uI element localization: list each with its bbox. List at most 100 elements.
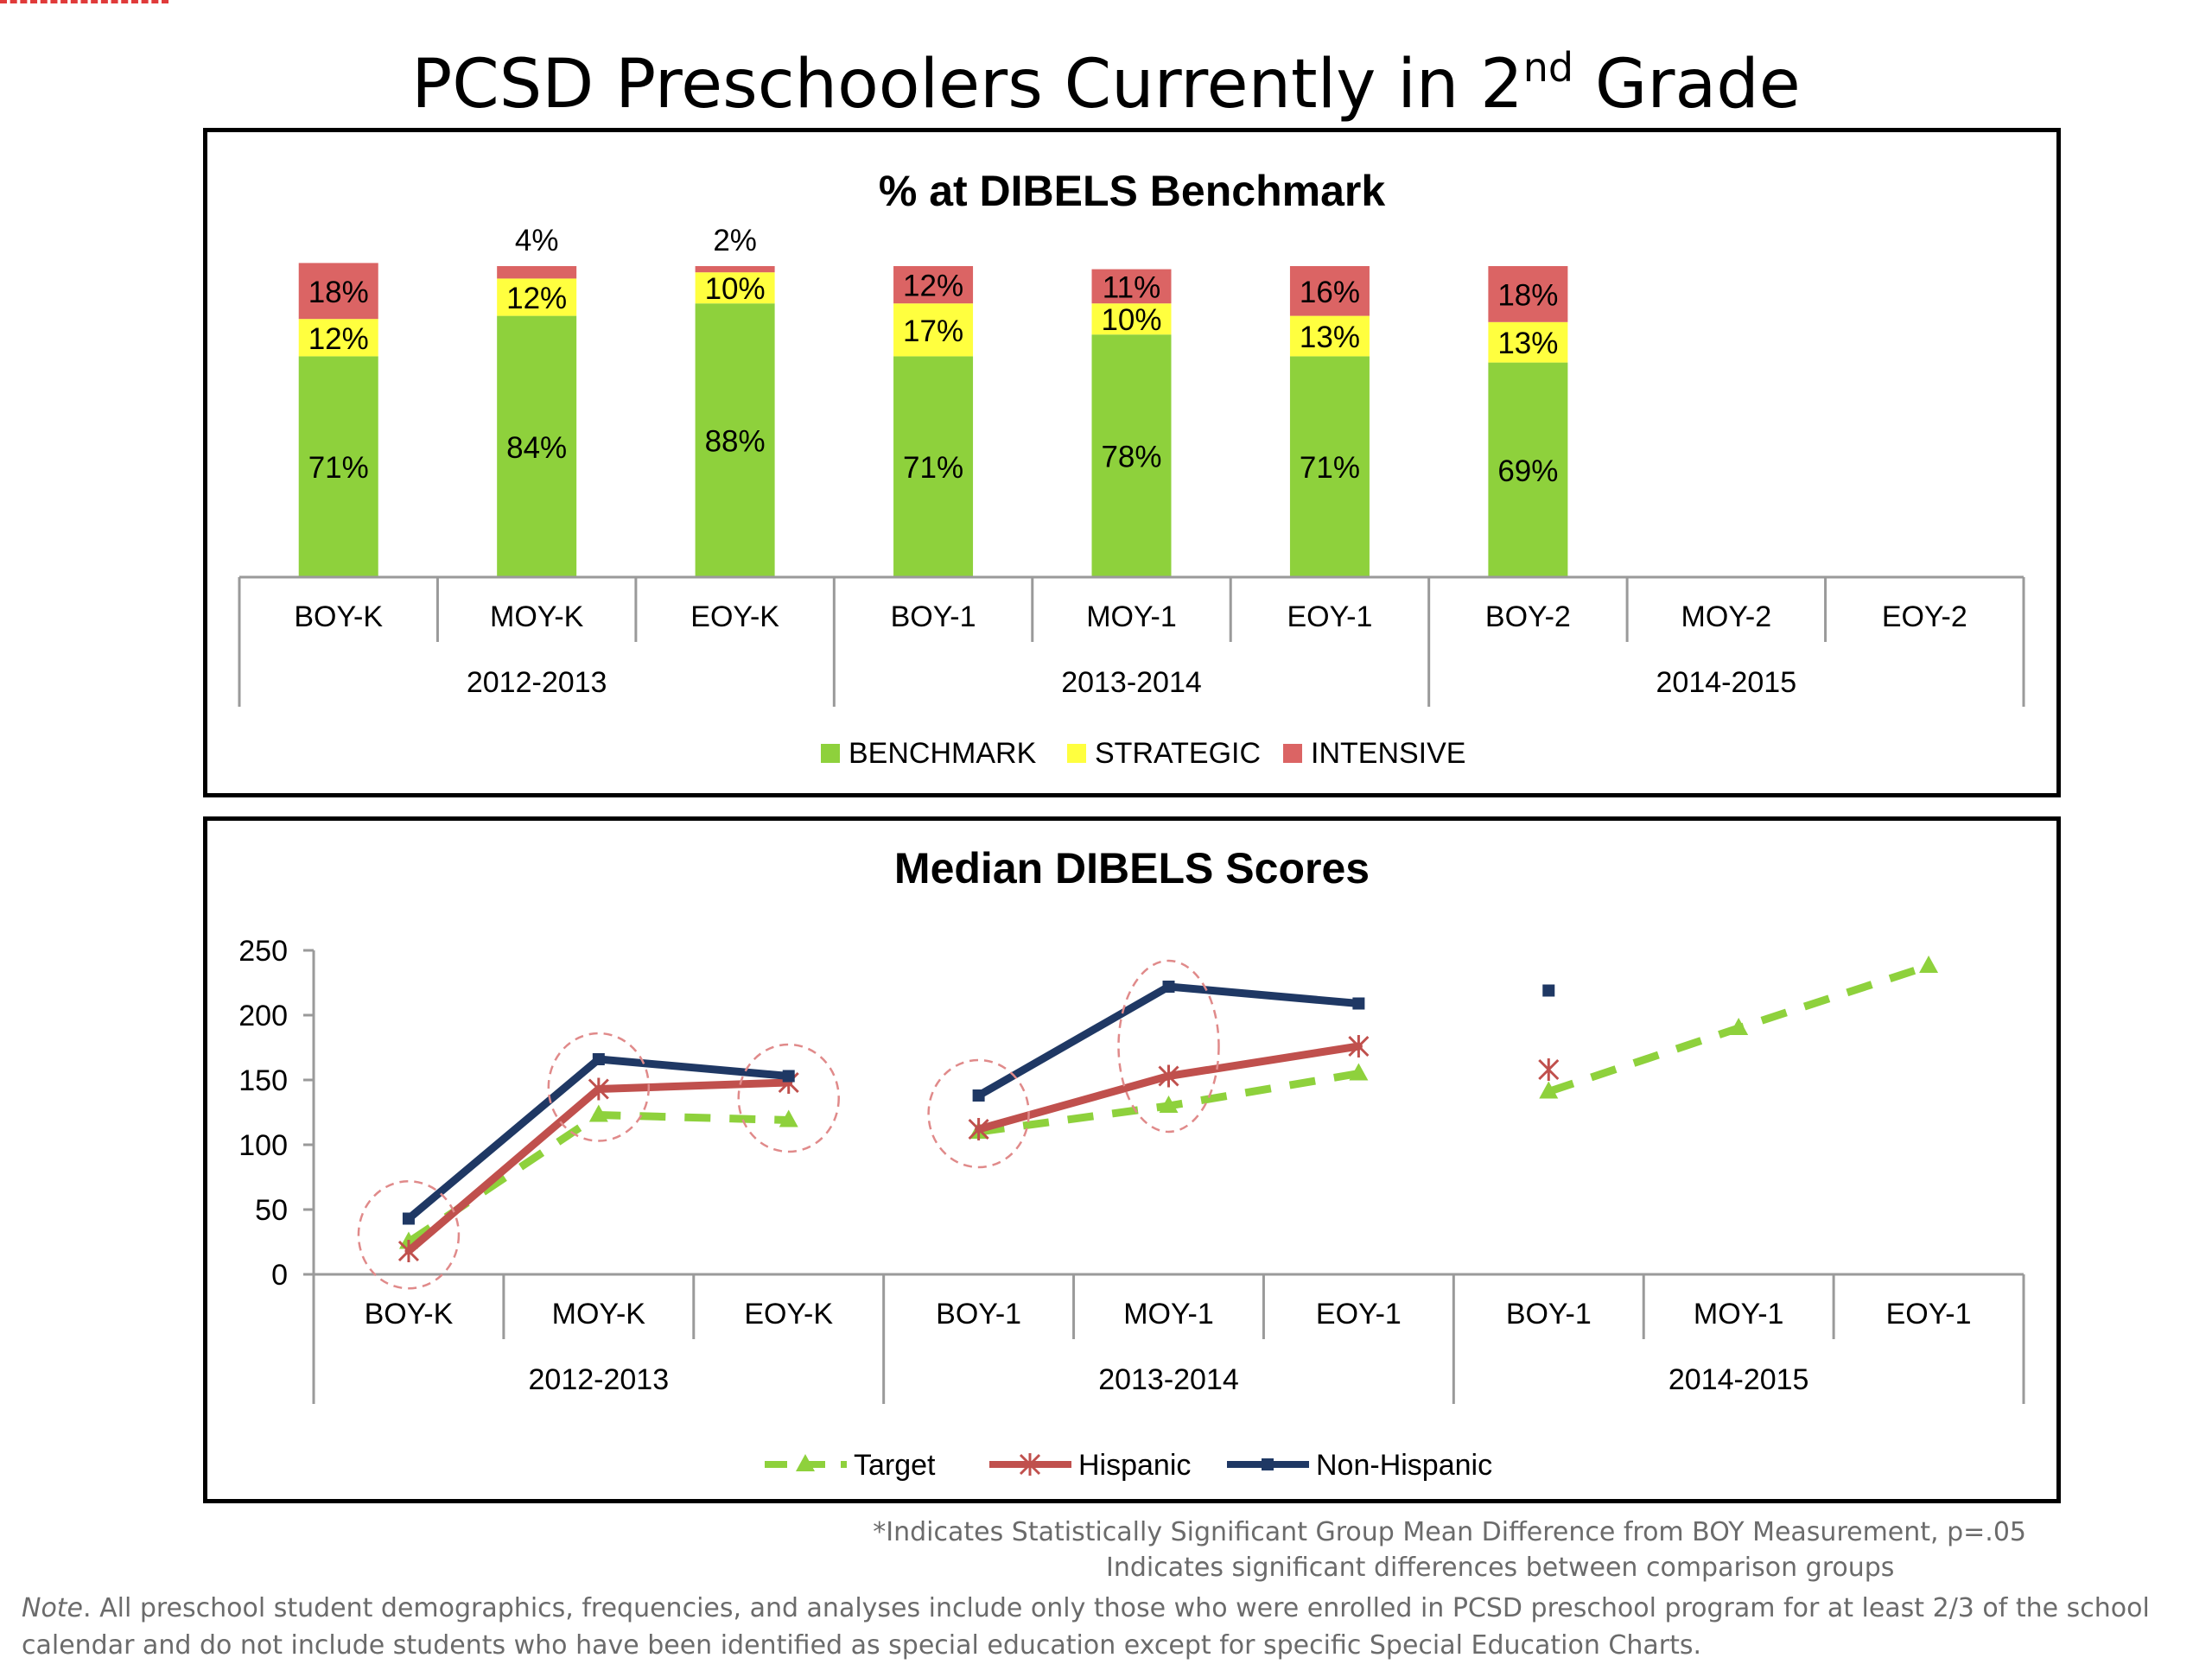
y-tick-label-150: 150 — [238, 1064, 288, 1097]
x-tick-label-moy-1: MOY-1 — [1694, 1298, 1784, 1331]
point-target-8 — [1919, 956, 1939, 973]
bar-strategic-moy-k — [497, 278, 577, 316]
significance-circle-3 — [927, 1058, 1030, 1169]
x-tick-label-boy-1: BOY-1 — [1506, 1298, 1592, 1331]
legend-label-intensive: INTENSIVE — [1311, 737, 1465, 770]
legend-marker-hispanic — [1019, 1453, 1041, 1476]
x-tick-label-boy-1: BOY-1 — [891, 600, 976, 633]
bar-intensive-eoy-k — [695, 266, 775, 273]
x-tick-label-moy-k: MOY-K — [552, 1298, 646, 1331]
bar-benchmark-boy-k — [298, 356, 378, 577]
legend-label-hispanic: Hispanic — [1078, 1449, 1191, 1482]
legend-label-benchmark: BENCHMARK — [849, 737, 1037, 770]
point-target-6 — [1539, 1081, 1559, 1099]
differences-footnote: Indicates significant differences betwee… — [1106, 1553, 1895, 1583]
median-scores-line-chart: Median DIBELS Scores 0 50 100 150 200 250 BOY-K… — [238, 844, 2025, 1482]
x-tick-label-eoy-k: EOY-K — [744, 1298, 833, 1331]
bar-strategic-boy-k — [298, 319, 378, 357]
x-tick-label-boy-k: BOY-K — [365, 1298, 454, 1331]
point-non-hispanic-2 — [782, 1070, 795, 1083]
bar-label-intensive-eoy-k: 2% — [713, 224, 757, 257]
x-tick-label-moy-1: MOY-1 — [1123, 1298, 1214, 1331]
bar-intensive-boy-1 — [893, 266, 974, 304]
bar-intensive-boy-k — [298, 263, 378, 320]
chart-title: Median DIBELS Scores — [894, 844, 1370, 892]
bar-intensive-boy-2 — [1488, 266, 1568, 322]
x-tick-label-boy-2: BOY-2 — [1485, 600, 1571, 633]
y-tick-label-100: 100 — [238, 1129, 288, 1162]
bar-strategic-eoy-1 — [1289, 315, 1370, 357]
point-hispanic-0 — [397, 1240, 420, 1262]
dashed-line-legend-mark — [0, 0, 168, 3]
bar-label-benchmark-moy-k: 84% — [506, 431, 567, 465]
bar-strategic-moy-1 — [1091, 303, 1172, 335]
bar-label-benchmark-eoy-1: 71% — [1300, 451, 1360, 485]
bar-strategic-boy-2 — [1488, 321, 1568, 363]
point-non-hispanic-0 — [402, 1212, 415, 1225]
methodology-note: Note. All preschool student demographics… — [22, 1590, 2199, 1664]
x-tick-label-boy-k: BOY-K — [294, 600, 383, 633]
note-label: Note — [22, 1593, 84, 1623]
y-tick-label-250: 250 — [238, 935, 288, 968]
median-scores-chart-panel: Median DIBELS Scores 0 50 100 150 200 250 BOY-K… — [203, 816, 2061, 1503]
bar-label-benchmark-boy-k: 71% — [308, 451, 369, 485]
legend-marker-non-hispanic — [1262, 1458, 1274, 1470]
bar-label-strategic-boy-1: 17% — [903, 314, 963, 348]
bar-label-strategic-eoy-1: 13% — [1300, 321, 1360, 354]
point-non-hispanic-5 — [1352, 997, 1365, 1010]
x-tick-label-boy-1: BOY-1 — [936, 1298, 1021, 1331]
legend-marker-target — [796, 1454, 815, 1471]
group-label-2014-2015: 2014-2015 — [1669, 1363, 1809, 1396]
page-title-text: PCSD Preschoolers Currently in 2 — [411, 46, 1523, 124]
significance-circle-1 — [547, 1032, 651, 1142]
point-non-hispanic-6 — [1542, 984, 1555, 997]
point-non-hispanic-3 — [972, 1089, 985, 1102]
point-target-5 — [1349, 1063, 1369, 1081]
page-title: PCSD Preschoolers Currently in 2nd Grade — [0, 48, 2212, 118]
bar-strategic-boy-1 — [893, 303, 974, 357]
bar-label-intensive-boy-1: 12% — [903, 270, 963, 303]
point-non-hispanic-1 — [592, 1053, 605, 1065]
bar-label-strategic-moy-k: 12% — [506, 282, 567, 315]
significance-footnote: *Indicates Statistically Significant Gro… — [873, 1517, 2026, 1547]
y-tick-label-50: 50 — [255, 1194, 288, 1227]
legend-swatch-benchmark — [821, 744, 840, 763]
benchmark-chart-panel: % at DIBELS Benchmark 71% 12% 18% 84% 12% 4% 88… — [203, 128, 2061, 797]
point-target-7 — [1729, 1018, 1749, 1035]
group-label-2012-2013: 2012-2013 — [467, 666, 607, 699]
bar-label-benchmark-boy-1: 71% — [903, 451, 963, 485]
page-title-tail: Grade — [1573, 46, 1801, 124]
y-tick-label-0: 0 — [271, 1259, 288, 1292]
bar-label-strategic-boy-2: 13% — [1497, 327, 1558, 360]
bar-label-strategic-moy-1: 10% — [1101, 303, 1161, 337]
point-hispanic-3 — [968, 1118, 989, 1140]
bar-intensive-eoy-1 — [1289, 266, 1370, 316]
x-tick-label-moy-2: MOY-2 — [1681, 600, 1772, 633]
bar-benchmark-boy-1 — [893, 356, 974, 577]
point-hispanic-6 — [1538, 1058, 1560, 1081]
bar-label-intensive-eoy-1: 16% — [1300, 276, 1360, 309]
note-text: . All preschool student demographics, fr… — [22, 1593, 2150, 1661]
x-tick-label-eoy-1: EOY-1 — [1886, 1298, 1972, 1331]
significance-circle-4 — [1117, 959, 1220, 1134]
x-tick-label-moy-1: MOY-1 — [1086, 600, 1177, 633]
bar-benchmark-moy-k — [497, 315, 577, 577]
group-label-2012-2013: 2012-2013 — [529, 1363, 670, 1396]
bar-strategic-eoy-k — [695, 272, 775, 304]
point-hispanic-4 — [1158, 1064, 1179, 1088]
y-tick-label-200: 200 — [238, 1000, 288, 1032]
bar-label-strategic-boy-k: 12% — [308, 322, 369, 356]
bar-label-benchmark-boy-2: 69% — [1497, 454, 1558, 488]
group-label-2013-2014: 2013-2014 — [1061, 666, 1202, 699]
bar-label-intensive-boy-2: 18% — [1497, 278, 1558, 312]
point-target-4 — [1159, 1096, 1179, 1113]
bar-label-intensive-boy-k: 18% — [308, 276, 369, 309]
legend-label-target: Target — [854, 1449, 936, 1482]
point-target-2 — [779, 1109, 798, 1127]
x-tick-label-moy-k: MOY-K — [490, 600, 584, 633]
legend-label-strategic: STRATEGIC — [1095, 737, 1261, 770]
page-title-superscript: nd — [1522, 44, 1574, 91]
group-label-2013-2014: 2013-2014 — [1098, 1363, 1239, 1396]
x-tick-label-eoy-1: EOY-1 — [1287, 600, 1372, 633]
line-target-segment — [406, 1111, 789, 1246]
